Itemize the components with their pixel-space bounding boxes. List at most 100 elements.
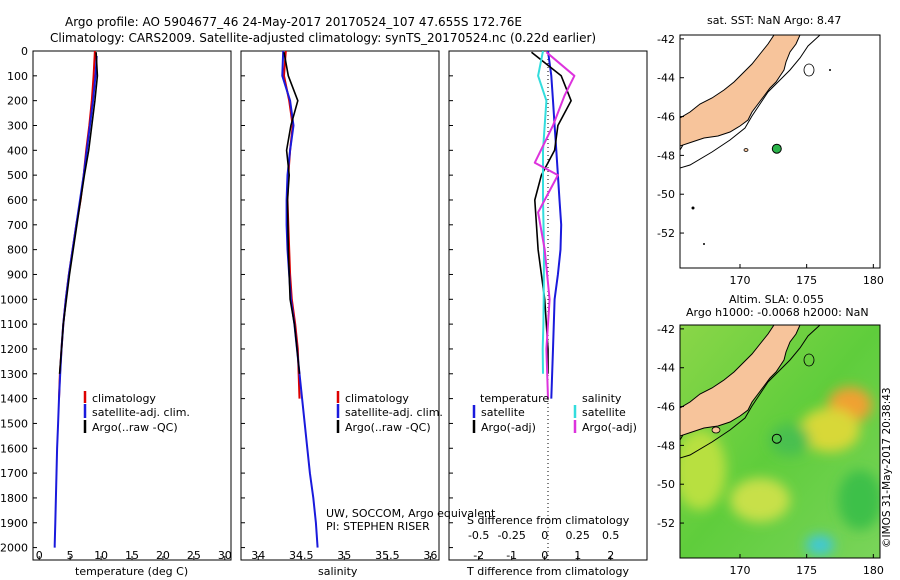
- s-tick-label: -0.25: [497, 529, 525, 542]
- lat-tick-label: -48: [657, 149, 675, 162]
- sst-map-frame: [679, 34, 881, 269]
- seamount-contour: [803, 63, 815, 77]
- depth-tick-label: 900: [7, 268, 28, 281]
- x-tick-label: 0: [36, 549, 43, 562]
- lon-tick-label: 180: [863, 564, 884, 577]
- depth-tick-label: 1800: [0, 492, 28, 505]
- depth-tick-label: 1600: [0, 442, 28, 455]
- temperature-legend: climatology satellite-adj. clim. Argo(..…: [83, 391, 190, 434]
- series-line-satellite-adj-clim-: [281, 51, 319, 548]
- x-tick-label: -2: [473, 549, 484, 562]
- lat-tick-label: -44: [657, 362, 675, 375]
- difference-legend: temperature salinity satellite Argo(-adj…: [472, 392, 637, 434]
- depth-tick-label: 0: [21, 45, 28, 58]
- temperature-panel: 0 5 10 15 20 25 30 temperature (deg C) climato…: [32, 50, 232, 578]
- depth-tick-label: 1700: [0, 467, 28, 480]
- series-line-temperature-argo-adj-: [531, 51, 572, 374]
- depth-tick-label: 1000: [0, 293, 28, 306]
- temperature-xlabel: temperature (deg C): [75, 565, 188, 578]
- depth-tick-label: 1400: [0, 393, 28, 406]
- salinity-panel: 34 34.5 35 35.5 36 salinity climatology sate…: [240, 50, 496, 578]
- legend-t-satellite: satellite: [481, 406, 525, 419]
- depth-tick-label: 400: [7, 144, 28, 157]
- island-icon: [743, 148, 749, 152]
- x-tick-label: 0: [541, 549, 548, 562]
- depth-tick-label: 1900: [0, 517, 28, 530]
- depth-tick-label: 1200: [0, 343, 28, 356]
- temperature-axes-frame: [32, 50, 232, 561]
- series-line-salinity-argo-adj-: [533, 51, 576, 399]
- lon-tick-label: 180: [863, 274, 884, 287]
- x-tick-label: 2: [607, 549, 614, 562]
- lat-tick-label: -46: [657, 401, 675, 414]
- sla-map-title: Altim. SLA: 0.055: [729, 293, 824, 306]
- annotation-program: UW, SOCCOM, Argo equivalent: [326, 507, 496, 520]
- legend-header-salinity: salinity: [582, 392, 622, 405]
- lat-tick-label: -52: [657, 227, 675, 240]
- depth-tick-label: 700: [7, 219, 28, 232]
- x-tick-label: 15: [125, 549, 139, 562]
- header-line-2: Climatology: CARS2009. Satellite-adjuste…: [50, 31, 596, 45]
- x-tick-label: 5: [67, 549, 74, 562]
- x-tick-label: 35: [337, 549, 351, 562]
- s-tick-label: 0.5: [602, 529, 620, 542]
- s-tick-label: 0.25: [565, 529, 590, 542]
- x-tick-label: 35.5: [375, 549, 400, 562]
- x-tick-label: 1: [574, 549, 581, 562]
- sla-map: Altim. SLA: 0.055 Argo h1000: -0.0068 h2…: [657, 293, 884, 577]
- lat-tick-label: -52: [657, 517, 675, 530]
- depth-tick-label: 2000: [0, 542, 28, 555]
- lon-tick-label: 170: [730, 564, 751, 577]
- legend-climatology: climatology: [92, 392, 156, 405]
- series-line-temperature-satellite: [547, 51, 563, 399]
- land-mass-icon: [680, 325, 801, 437]
- depth-tick-label: 800: [7, 244, 28, 257]
- annotation-pi: PI: STEPHEN RISER: [326, 520, 430, 533]
- island-icon: [829, 69, 831, 71]
- x-tick-label: -1: [506, 549, 517, 562]
- t-difference-xlabel: T difference from climatology: [466, 565, 629, 578]
- lat-tick-label: -48: [657, 439, 675, 452]
- depth-tick-label: 300: [7, 119, 28, 132]
- legend-satellite-adj: satellite-adj. clim.: [345, 406, 443, 419]
- legend-argo: Argo(..raw -QC): [92, 421, 178, 434]
- legend-s-satellite: satellite: [582, 406, 626, 419]
- x-tick-label: 34: [251, 549, 265, 562]
- sla-map-frame: [679, 324, 881, 559]
- depth-tick-label: 500: [7, 169, 28, 182]
- difference-panel: -2 -1 0 1 2 -0.5 -0.25 0 0.25 0.5 S difference fr…: [448, 50, 648, 578]
- island-icon: [711, 426, 721, 434]
- argo-float-marker: [771, 143, 782, 154]
- legend-s-argo: Argo(-adj): [582, 421, 637, 434]
- sla-map-subtitle: Argo h1000: -0.0068 h2000: NaN: [686, 306, 869, 319]
- salinity-axes-frame: [240, 50, 440, 561]
- lon-tick-label: 175: [796, 274, 817, 287]
- series-line-argo-raw-qc-: [283, 52, 301, 374]
- land-mass-icon: [680, 35, 801, 147]
- depth-tick-label: 200: [7, 95, 28, 108]
- legend-satellite-adj: satellite-adj. clim.: [92, 406, 190, 419]
- sla-field: [680, 387, 880, 555]
- x-tick-label: 10: [94, 549, 108, 562]
- depth-axis: 0 100 200 300 400 500 600 700 800 900 1000 1100 1200…: [0, 45, 453, 555]
- series-line-satellite-adj-clim-: [53, 55, 98, 548]
- x-tick-label: 20: [156, 549, 170, 562]
- s-difference-xlabel: S difference from climatology: [467, 514, 630, 527]
- legend-climatology: climatology: [345, 392, 409, 405]
- series-line-argo-raw-qc-: [58, 52, 99, 374]
- x-tick-label: 34.5: [289, 549, 314, 562]
- argo-float-marker: [771, 433, 782, 444]
- lat-tick-label: -42: [657, 33, 675, 46]
- depth-tick-label: 1100: [0, 318, 28, 331]
- depth-tick-label: 600: [7, 194, 28, 207]
- seamount-contour: [803, 353, 815, 367]
- legend-t-argo: Argo(-adj): [481, 421, 536, 434]
- lon-tick-label: 170: [730, 274, 751, 287]
- salinity-legend: climatology satellite-adj. clim. Argo(..…: [336, 391, 443, 434]
- series-line-salinity-satellite: [537, 51, 548, 374]
- lon-tick-label: 175: [796, 564, 817, 577]
- imos-stamp: ©IMOS 31-May-2017 20:38:43: [881, 387, 893, 548]
- x-tick-label: 30: [218, 549, 232, 562]
- x-tick-label: 25: [187, 549, 201, 562]
- island-icon: [703, 243, 705, 245]
